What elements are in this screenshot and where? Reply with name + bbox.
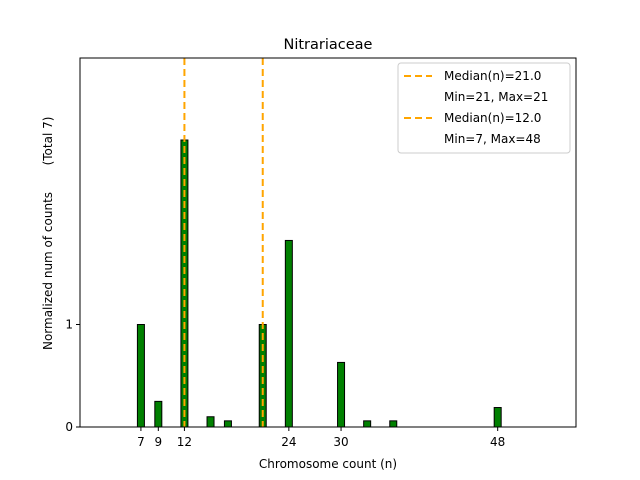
bar-n-9: [154, 400, 163, 428]
x-tick-label: 48: [490, 435, 505, 449]
legend-entry-label: Median(n)=21.0: [444, 69, 541, 83]
bar-n-36: [389, 420, 398, 428]
bar-n-30: [337, 361, 346, 428]
x-tick-label: 24: [281, 435, 296, 449]
y-axis-label: Normalized num of counts: [41, 192, 55, 350]
x-tick-label: 7: [137, 435, 145, 449]
y-tick-label: 0: [65, 420, 73, 434]
bar-n-33: [363, 420, 372, 428]
median-line-group: [183, 58, 264, 427]
chart-title: Nitrariaceae: [284, 37, 373, 53]
bar-n-7: [136, 324, 145, 428]
bar-n-15: [206, 416, 215, 428]
bar-n-17: [223, 420, 232, 428]
legend: Median(n)=21.0 Min=21, Max=21 Median(n)=12…: [397, 62, 571, 154]
y-axis-ticks: 01: [65, 318, 80, 434]
x-axis-label: Chromosome count (n): [259, 457, 397, 471]
y-axis-total-label: (Total 7): [41, 117, 55, 166]
plot-frame: [79, 57, 577, 428]
legend-entries: Median(n)=21.0 Min=21, Max=21 Median(n)=12…: [404, 69, 548, 146]
x-tick-label: 30: [333, 435, 348, 449]
legend-frame: [397, 62, 571, 154]
legend-entry-label: Min=21, Max=21: [444, 90, 548, 104]
bar-n-24: [284, 239, 293, 428]
x-axis-ticks: 7 9 12 24 30 48: [137, 427, 505, 449]
bar-n-48: [493, 407, 502, 428]
legend-entry-label: Min=7, Max=48: [444, 132, 541, 146]
y-tick-label: 1: [65, 318, 73, 332]
x-tick-label: 12: [177, 435, 192, 449]
legend-entry-label: Median(n)=12.0: [444, 111, 541, 125]
x-tick-label: 9: [154, 435, 162, 449]
